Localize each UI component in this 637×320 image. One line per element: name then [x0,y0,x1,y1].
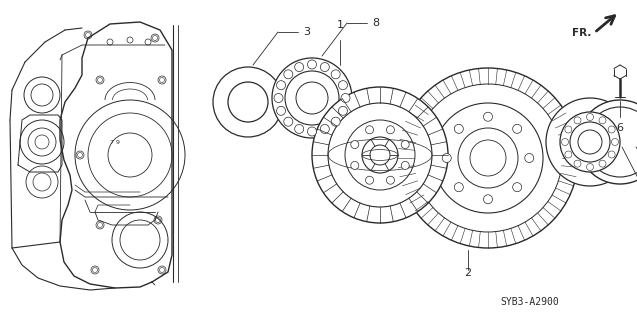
Circle shape [442,154,451,163]
Circle shape [599,117,606,124]
Circle shape [565,151,572,158]
Text: 2: 2 [464,268,471,278]
Circle shape [458,128,518,188]
Circle shape [574,117,581,124]
Circle shape [328,103,432,207]
Circle shape [276,81,285,90]
Circle shape [272,58,352,138]
Circle shape [366,176,373,184]
Circle shape [295,62,304,72]
Circle shape [276,106,285,115]
Circle shape [331,117,340,126]
Circle shape [341,93,350,102]
Circle shape [274,93,283,102]
Circle shape [561,139,568,146]
Circle shape [513,183,522,192]
Circle shape [228,82,268,122]
Circle shape [284,70,293,79]
Circle shape [433,103,543,213]
Circle shape [578,130,602,154]
Circle shape [483,112,492,121]
Circle shape [320,62,329,72]
Text: 8: 8 [372,18,379,28]
Circle shape [387,176,394,184]
Circle shape [608,151,615,158]
Circle shape [213,67,283,137]
Circle shape [599,160,606,167]
Circle shape [351,140,359,148]
Circle shape [513,124,522,133]
Circle shape [414,84,562,232]
Circle shape [312,87,448,223]
Circle shape [320,124,329,133]
Circle shape [560,112,620,172]
Circle shape [351,162,359,170]
Circle shape [608,126,615,133]
Circle shape [338,106,347,115]
Circle shape [546,98,634,186]
Circle shape [331,70,340,79]
Circle shape [296,82,328,114]
Text: SYB3-A2900: SYB3-A2900 [501,297,559,307]
Circle shape [578,100,637,184]
Text: 3: 3 [303,27,310,37]
Circle shape [366,126,373,134]
Circle shape [562,114,618,170]
Circle shape [565,126,572,133]
Circle shape [470,140,506,176]
Circle shape [483,195,492,204]
Circle shape [285,71,339,125]
Text: FR.: FR. [572,28,592,38]
Circle shape [284,117,293,126]
Circle shape [338,81,347,90]
Circle shape [401,140,409,148]
Circle shape [574,160,581,167]
Circle shape [387,126,394,134]
Circle shape [398,68,578,248]
Circle shape [570,122,610,162]
Circle shape [585,107,637,177]
Circle shape [587,164,594,171]
Circle shape [454,124,463,133]
Circle shape [295,124,304,133]
Text: 6: 6 [617,123,624,133]
Circle shape [345,120,415,190]
Circle shape [370,145,390,165]
Circle shape [454,183,463,192]
Circle shape [362,137,398,173]
Circle shape [612,139,619,146]
Circle shape [587,114,594,121]
Circle shape [308,60,317,69]
Text: 7 9: 7 9 [110,140,120,145]
Circle shape [401,162,409,170]
Circle shape [525,154,534,163]
Text: 1: 1 [336,20,343,30]
Circle shape [308,127,317,136]
